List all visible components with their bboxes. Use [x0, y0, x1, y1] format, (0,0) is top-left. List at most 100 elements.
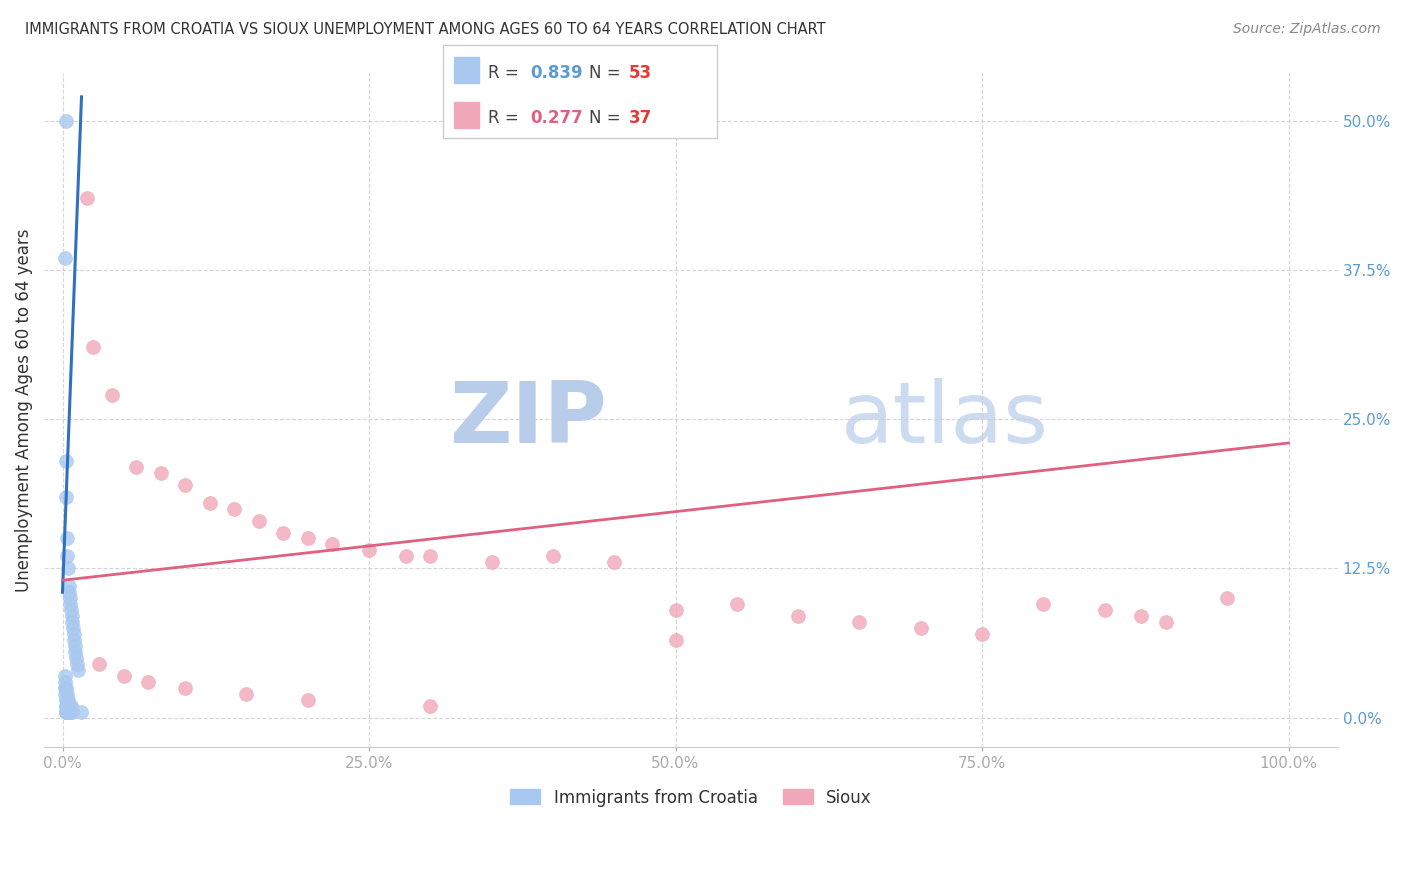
Text: IMMIGRANTS FROM CROATIA VS SIOUX UNEMPLOYMENT AMONG AGES 60 TO 64 YEARS CORRELAT: IMMIGRANTS FROM CROATIA VS SIOUX UNEMPLO… — [25, 22, 825, 37]
Point — [55, 698, 77, 713]
Point — [58, 705, 80, 719]
Point — [59, 705, 82, 719]
Point — [56, 561, 79, 575]
Point — [53, 251, 76, 265]
Point — [53, 674, 76, 689]
Point — [55, 490, 77, 504]
Text: R =: R = — [488, 63, 524, 82]
Point — [60, 705, 83, 719]
Point — [149, 466, 172, 480]
Point — [664, 603, 686, 617]
Text: 0.277: 0.277 — [530, 109, 583, 127]
Point — [63, 639, 86, 653]
Point — [297, 532, 319, 546]
Point — [56, 549, 79, 564]
Point — [1154, 615, 1177, 629]
Point — [89, 657, 111, 671]
Point — [53, 681, 76, 695]
Point — [55, 692, 77, 706]
Point — [55, 705, 77, 719]
Point — [55, 113, 77, 128]
Point — [56, 532, 79, 546]
Point — [247, 514, 270, 528]
Point — [481, 555, 503, 569]
Point — [56, 705, 79, 719]
Point — [56, 705, 79, 719]
Text: atlas: atlas — [841, 377, 1049, 460]
Point — [100, 388, 122, 402]
Point — [787, 609, 810, 624]
Point — [321, 537, 343, 551]
Point — [910, 621, 932, 635]
Point — [271, 525, 294, 540]
Point — [55, 698, 77, 713]
Point — [67, 663, 90, 677]
Point — [66, 657, 89, 671]
Point — [235, 687, 257, 701]
Text: N =: N = — [589, 109, 626, 127]
Point — [198, 496, 221, 510]
Text: R =: R = — [488, 109, 524, 127]
Point — [59, 591, 82, 606]
Point — [62, 621, 84, 635]
Point — [174, 477, 197, 491]
Point — [53, 669, 76, 683]
Point — [664, 632, 686, 647]
Point — [603, 555, 626, 569]
Point — [55, 681, 77, 695]
Point — [112, 669, 135, 683]
Point — [56, 692, 79, 706]
Point — [76, 191, 98, 205]
Point — [419, 549, 441, 564]
Point — [65, 645, 87, 659]
Point — [58, 705, 80, 719]
Point — [63, 632, 86, 647]
Point — [56, 705, 79, 719]
Point — [56, 687, 79, 701]
Point — [56, 705, 79, 719]
Point — [297, 692, 319, 706]
Point — [60, 609, 83, 624]
Y-axis label: Unemployment Among Ages 60 to 64 years: Unemployment Among Ages 60 to 64 years — [15, 228, 32, 592]
Point — [56, 692, 79, 706]
Point — [59, 705, 82, 719]
Point — [357, 543, 380, 558]
Point — [541, 549, 564, 564]
Point — [60, 603, 83, 617]
Point — [82, 341, 104, 355]
Point — [125, 459, 148, 474]
Point — [56, 705, 79, 719]
Point — [1216, 591, 1239, 606]
Point — [58, 705, 80, 719]
Point — [58, 698, 80, 713]
Point — [58, 585, 80, 599]
Text: 0.839: 0.839 — [530, 63, 582, 82]
Point — [1094, 603, 1116, 617]
Point — [55, 705, 77, 719]
Point — [1032, 597, 1054, 611]
Point — [59, 698, 82, 713]
Point — [53, 687, 76, 701]
Point — [60, 615, 83, 629]
Text: Source: ZipAtlas.com: Source: ZipAtlas.com — [1233, 22, 1381, 37]
Point — [59, 597, 82, 611]
Text: 37: 37 — [628, 109, 652, 127]
Point — [62, 627, 84, 641]
Point — [1130, 609, 1153, 624]
Point — [59, 698, 82, 713]
Text: 53: 53 — [628, 63, 651, 82]
Point — [60, 698, 83, 713]
Point — [419, 698, 441, 713]
Point — [224, 501, 246, 516]
Point — [174, 681, 197, 695]
Point — [58, 698, 80, 713]
Point — [55, 454, 77, 468]
Point — [55, 705, 77, 719]
Point — [65, 650, 87, 665]
Legend: Immigrants from Croatia, Sioux: Immigrants from Croatia, Sioux — [503, 782, 879, 814]
Point — [395, 549, 418, 564]
Point — [848, 615, 870, 629]
Point — [58, 579, 80, 593]
Point — [136, 674, 159, 689]
Point — [70, 705, 93, 719]
